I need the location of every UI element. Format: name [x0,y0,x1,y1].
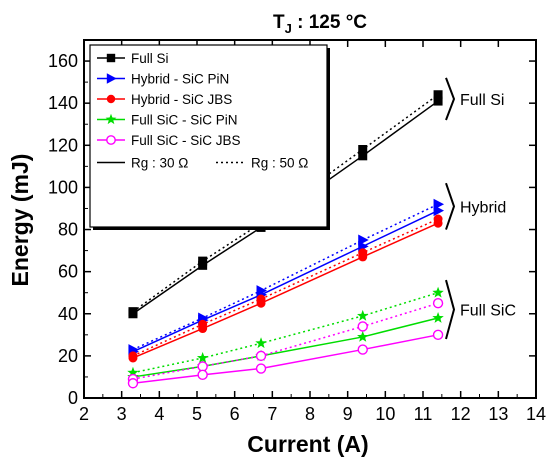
y-tick-label: 20 [58,346,78,366]
x-tick-label: 9 [343,404,353,424]
star-marker [105,113,117,125]
star-marker [255,337,267,349]
x-tick-label: 14 [526,404,546,424]
open-circle-marker [432,298,444,309]
star-marker [357,330,369,342]
x-tick-label: 5 [192,404,202,424]
series-hybrid-sic-jbs [128,214,443,363]
legend-label-rg50: Rg : 50 Ω [251,156,308,171]
legend-label: Hybrid - SiC PiN [131,72,229,87]
y-tick-label: 0 [68,388,78,408]
group-label: Hybrid [460,199,506,216]
x-axis-label: Current (A) [247,431,368,457]
annotation-full-si: Full Si [445,77,504,121]
annotation-full-sic: Full SiC [445,279,516,340]
group-bracket [445,77,456,121]
square-marker [198,260,208,270]
group-bracket [445,182,456,230]
square-marker [128,309,138,319]
y-tick-label: 160 [48,51,78,71]
y-tick-label: 40 [58,304,78,324]
star-marker [357,309,369,321]
y-tick-label: 140 [48,93,78,113]
y-tick-label: 120 [48,135,78,155]
filled-circle-marker [198,324,208,334]
x-tick-label: 11 [414,404,433,424]
y-tick-label: 100 [48,177,78,197]
square-marker [358,145,368,155]
triangle-marker [433,205,445,217]
x-tick-label: 8 [305,404,315,424]
legend-label: Full SiC - SiC PiN [131,113,238,128]
open-circle-marker [197,361,208,372]
group-label: Full SiC [460,303,516,320]
y-tick-label: 80 [58,220,78,240]
y-axis-label: Energy (mJ) [7,154,33,287]
filled-circle-marker [106,94,116,104]
y-tick-label: 60 [58,262,78,282]
legend-box [89,44,328,228]
open-circle-marker [106,135,116,145]
legend-label: Hybrid - SiC JBS [131,92,232,107]
star-marker [432,286,444,298]
square-marker [106,53,116,63]
open-circle-marker [357,321,368,332]
legend-label-rg30: Rg : 30 Ω [131,156,188,171]
square-marker [433,96,443,106]
x-tick-label: 6 [230,404,240,424]
series-line-rg30 [132,334,439,385]
x-tick-label: 4 [154,404,164,424]
x-tick-label: 10 [375,404,395,424]
group-bracket [445,279,456,340]
filled-circle-marker [433,218,443,228]
series-line-rg30 [132,317,439,378]
open-circle-marker [255,363,267,374]
filled-circle-marker [358,252,368,262]
legend-label: Full SiC - SiC JBS [131,133,241,148]
open-circle-marker [197,369,208,381]
open-circle-marker [432,329,444,341]
open-circle-marker [255,350,267,362]
x-tick-label: 12 [451,404,471,424]
open-circle-marker [127,378,139,389]
star-marker [196,351,209,363]
x-tick-label: 3 [117,404,127,424]
series-line-rg50 [132,302,439,380]
series-line-rg30 [132,222,439,359]
square-marker [433,90,443,100]
legend: Full Si Hybrid - SiC PiN Hybrid - SiC JBS F… [89,44,330,230]
series-line-rg50 [132,291,439,374]
filled-circle-marker [128,353,138,363]
chart-title: TJ : 125 °C [273,12,367,36]
x-tick-label: 2 [79,404,89,424]
legend-label: Full Si [131,51,169,66]
x-tick-label: 7 [267,404,277,424]
series-line-rg50 [132,218,439,357]
annotation-hybrid: Hybrid [445,182,506,230]
open-circle-marker [357,344,368,355]
series-full-sic-sic-jbs [127,298,444,389]
series-full-sic-sic-pin [127,286,444,382]
triangle-marker [106,73,117,84]
star-marker [432,311,444,323]
x-tick-label: 13 [488,404,508,424]
square-marker [358,151,368,161]
filled-circle-marker [256,298,266,308]
group-label: Full Si [460,92,504,109]
